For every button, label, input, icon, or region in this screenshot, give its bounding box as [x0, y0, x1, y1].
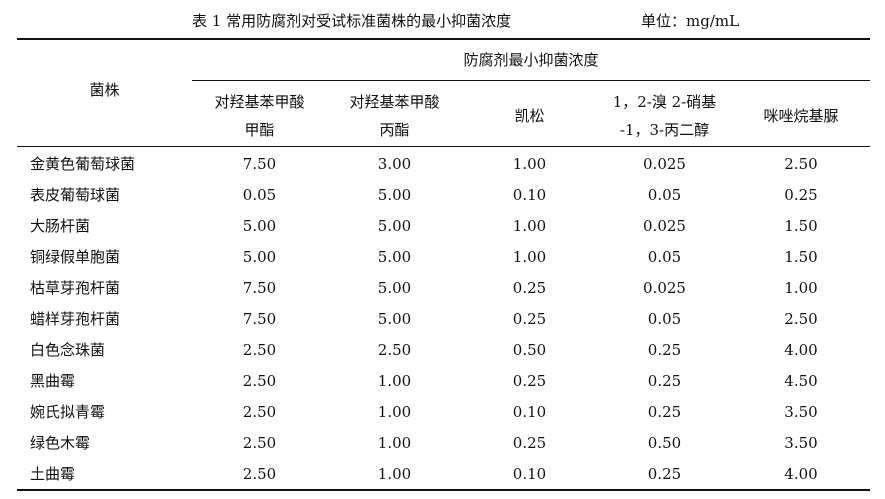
- value-cell: 5.00: [377, 217, 412, 235]
- table-row: 蜡样芽孢杆菌 7.50 5.00 0.25 0.05 2.50: [0, 304, 885, 335]
- value-cell: 1.00: [377, 434, 412, 452]
- value-cell: 2.50: [784, 155, 818, 173]
- value-cell: 1.50: [784, 217, 818, 235]
- value-cell: 0.025: [643, 217, 686, 235]
- table-row: 土曲霉 2.50 1.00 0.10 0.25 4.00: [0, 459, 885, 490]
- strain-cell: 大肠杆菌: [30, 217, 91, 235]
- value-cell: 0.25: [512, 372, 547, 390]
- column-header-line: 凯松: [514, 107, 545, 125]
- value-cell: 7.50: [242, 279, 277, 297]
- table-row: 白色念珠菌 2.50 2.50 0.50 0.25 4.00: [0, 335, 885, 366]
- strain-cell: 蜡样芽孢杆菌: [30, 310, 121, 328]
- value-cell: 3.50: [784, 434, 818, 452]
- unit-label: 单位：mg/mL: [641, 12, 740, 30]
- value-cell: 0.25: [512, 310, 547, 328]
- strain-cell: 枯草芽孢杆菌: [30, 279, 121, 297]
- column-header-methylparaben: 对羟基苯甲酸 甲酯: [192, 88, 327, 144]
- value-cell: 2.50: [242, 403, 277, 421]
- value-cell: 7.50: [242, 310, 277, 328]
- value-cell: 1.50: [784, 248, 818, 266]
- table-row: 绿色木霉 2.50 1.00 0.25 0.50 3.50: [0, 428, 885, 459]
- value-cell: 0.50: [512, 341, 547, 359]
- strain-cell: 金黄色葡萄球菌: [30, 155, 136, 173]
- table-row: 金黄色葡萄球菌 7.50 3.00 1.00 0.025 2.50: [0, 149, 885, 180]
- strain-cell: 婉氏拟青霉: [30, 403, 106, 421]
- column-header-line: -1，3-丙二醇: [619, 121, 710, 139]
- value-cell: 0.25: [647, 403, 682, 421]
- value-cell: 4.00: [784, 341, 818, 359]
- value-cell: 3.00: [377, 155, 412, 173]
- value-cell: 0.25: [647, 465, 682, 483]
- top-rule: [17, 38, 870, 40]
- value-cell: 1.00: [512, 248, 547, 266]
- value-cell: 1.00: [377, 403, 412, 421]
- value-cell: 0.25: [647, 372, 682, 390]
- column-header-line: 甲酯: [244, 121, 275, 139]
- value-cell: 0.05: [647, 310, 682, 328]
- value-cell: 5.00: [377, 186, 412, 204]
- value-cell: 7.50: [242, 155, 277, 173]
- bottom-rule: [17, 489, 870, 491]
- value-cell: 0.25: [647, 341, 682, 359]
- value-cell: 0.025: [643, 155, 686, 173]
- strain-cell: 绿色木霉: [30, 434, 91, 452]
- value-cell: 5.00: [377, 248, 412, 266]
- column-header-imidazolidinyl-urea: 咪唑烷基脲: [732, 88, 870, 144]
- header-group-label: 防腐剂最小抑菌浓度: [463, 51, 599, 69]
- column-header-line: 咪唑烷基脲: [763, 107, 839, 125]
- value-cell: 0.05: [647, 248, 682, 266]
- column-header-propylparaben: 对羟基苯甲酸 丙酯: [327, 88, 462, 144]
- value-cell: 0.25: [784, 186, 818, 204]
- value-cell: 1.00: [512, 155, 547, 173]
- strain-cell: 表皮葡萄球菌: [30, 186, 121, 204]
- column-header-line: 丙酯: [379, 121, 410, 139]
- column-header-line: 1，2-溴 2-硝基: [612, 93, 717, 111]
- value-cell: 2.50: [242, 434, 277, 452]
- header-rule: [17, 146, 870, 147]
- strain-cell: 黑曲霉: [30, 372, 76, 390]
- column-header-kathon: 凯松: [462, 88, 597, 144]
- value-cell: 0.25: [512, 434, 547, 452]
- column-header-line: 对羟基苯甲酸: [214, 93, 305, 111]
- table-row: 婉氏拟青霉 2.50 1.00 0.10 0.25 3.50: [0, 397, 885, 428]
- value-cell: 0.05: [647, 186, 682, 204]
- strain-cell: 土曲霉: [30, 465, 76, 483]
- value-cell: 4.00: [784, 465, 818, 483]
- value-cell: 0.25: [512, 279, 547, 297]
- value-cell: 3.50: [784, 403, 818, 421]
- value-cell: 5.00: [242, 217, 277, 235]
- value-cell: 0.10: [512, 403, 547, 421]
- value-cell: 5.00: [377, 310, 412, 328]
- value-cell: 2.50: [784, 310, 818, 328]
- column-header-line: 对羟基苯甲酸: [349, 93, 440, 111]
- table-row: 枯草芽孢杆菌 7.50 5.00 0.25 0.025 1.00: [0, 273, 885, 304]
- table-caption: 表 1 常用防腐剂对受试标准菌株的最小抑菌浓度 单位：mg/mL: [0, 6, 885, 30]
- column-header-bronopol: 1，2-溴 2-硝基 -1，3-丙二醇: [597, 88, 732, 144]
- table-row: 铜绿假单胞菌 5.00 5.00 1.00 0.05 1.50: [0, 242, 885, 273]
- strain-cell: 白色念珠菌: [30, 341, 106, 359]
- value-cell: 0.10: [512, 465, 547, 483]
- value-cell: 2.50: [242, 465, 277, 483]
- table-row: 大肠杆菌 5.00 5.00 1.00 0.025 1.50: [0, 211, 885, 242]
- value-cell: 2.50: [377, 341, 412, 359]
- table-row: 黑曲霉 2.50 1.00 0.25 0.25 4.50: [0, 366, 885, 397]
- value-cell: 1.00: [784, 279, 818, 297]
- value-cell: 2.50: [242, 372, 277, 390]
- value-cell: 0.05: [242, 186, 277, 204]
- table-title: 表 1 常用防腐剂对受试标准菌株的最小抑菌浓度: [192, 12, 512, 30]
- value-cell: 1.00: [512, 217, 547, 235]
- value-cell: 0.50: [647, 434, 682, 452]
- group-rule: [192, 80, 870, 81]
- value-cell: 5.00: [242, 248, 277, 266]
- strain-cell: 铜绿假单胞菌: [30, 248, 121, 266]
- table-row: 表皮葡萄球菌 0.05 5.00 0.10 0.05 0.25: [0, 180, 885, 211]
- value-cell: 1.00: [377, 372, 412, 390]
- value-cell: 0.025: [643, 279, 686, 297]
- header-strain: 菌株: [89, 81, 120, 99]
- value-cell: 2.50: [242, 341, 277, 359]
- value-cell: 1.00: [377, 465, 412, 483]
- value-cell: 5.00: [377, 279, 412, 297]
- value-cell: 4.50: [784, 372, 818, 390]
- value-cell: 0.10: [512, 186, 547, 204]
